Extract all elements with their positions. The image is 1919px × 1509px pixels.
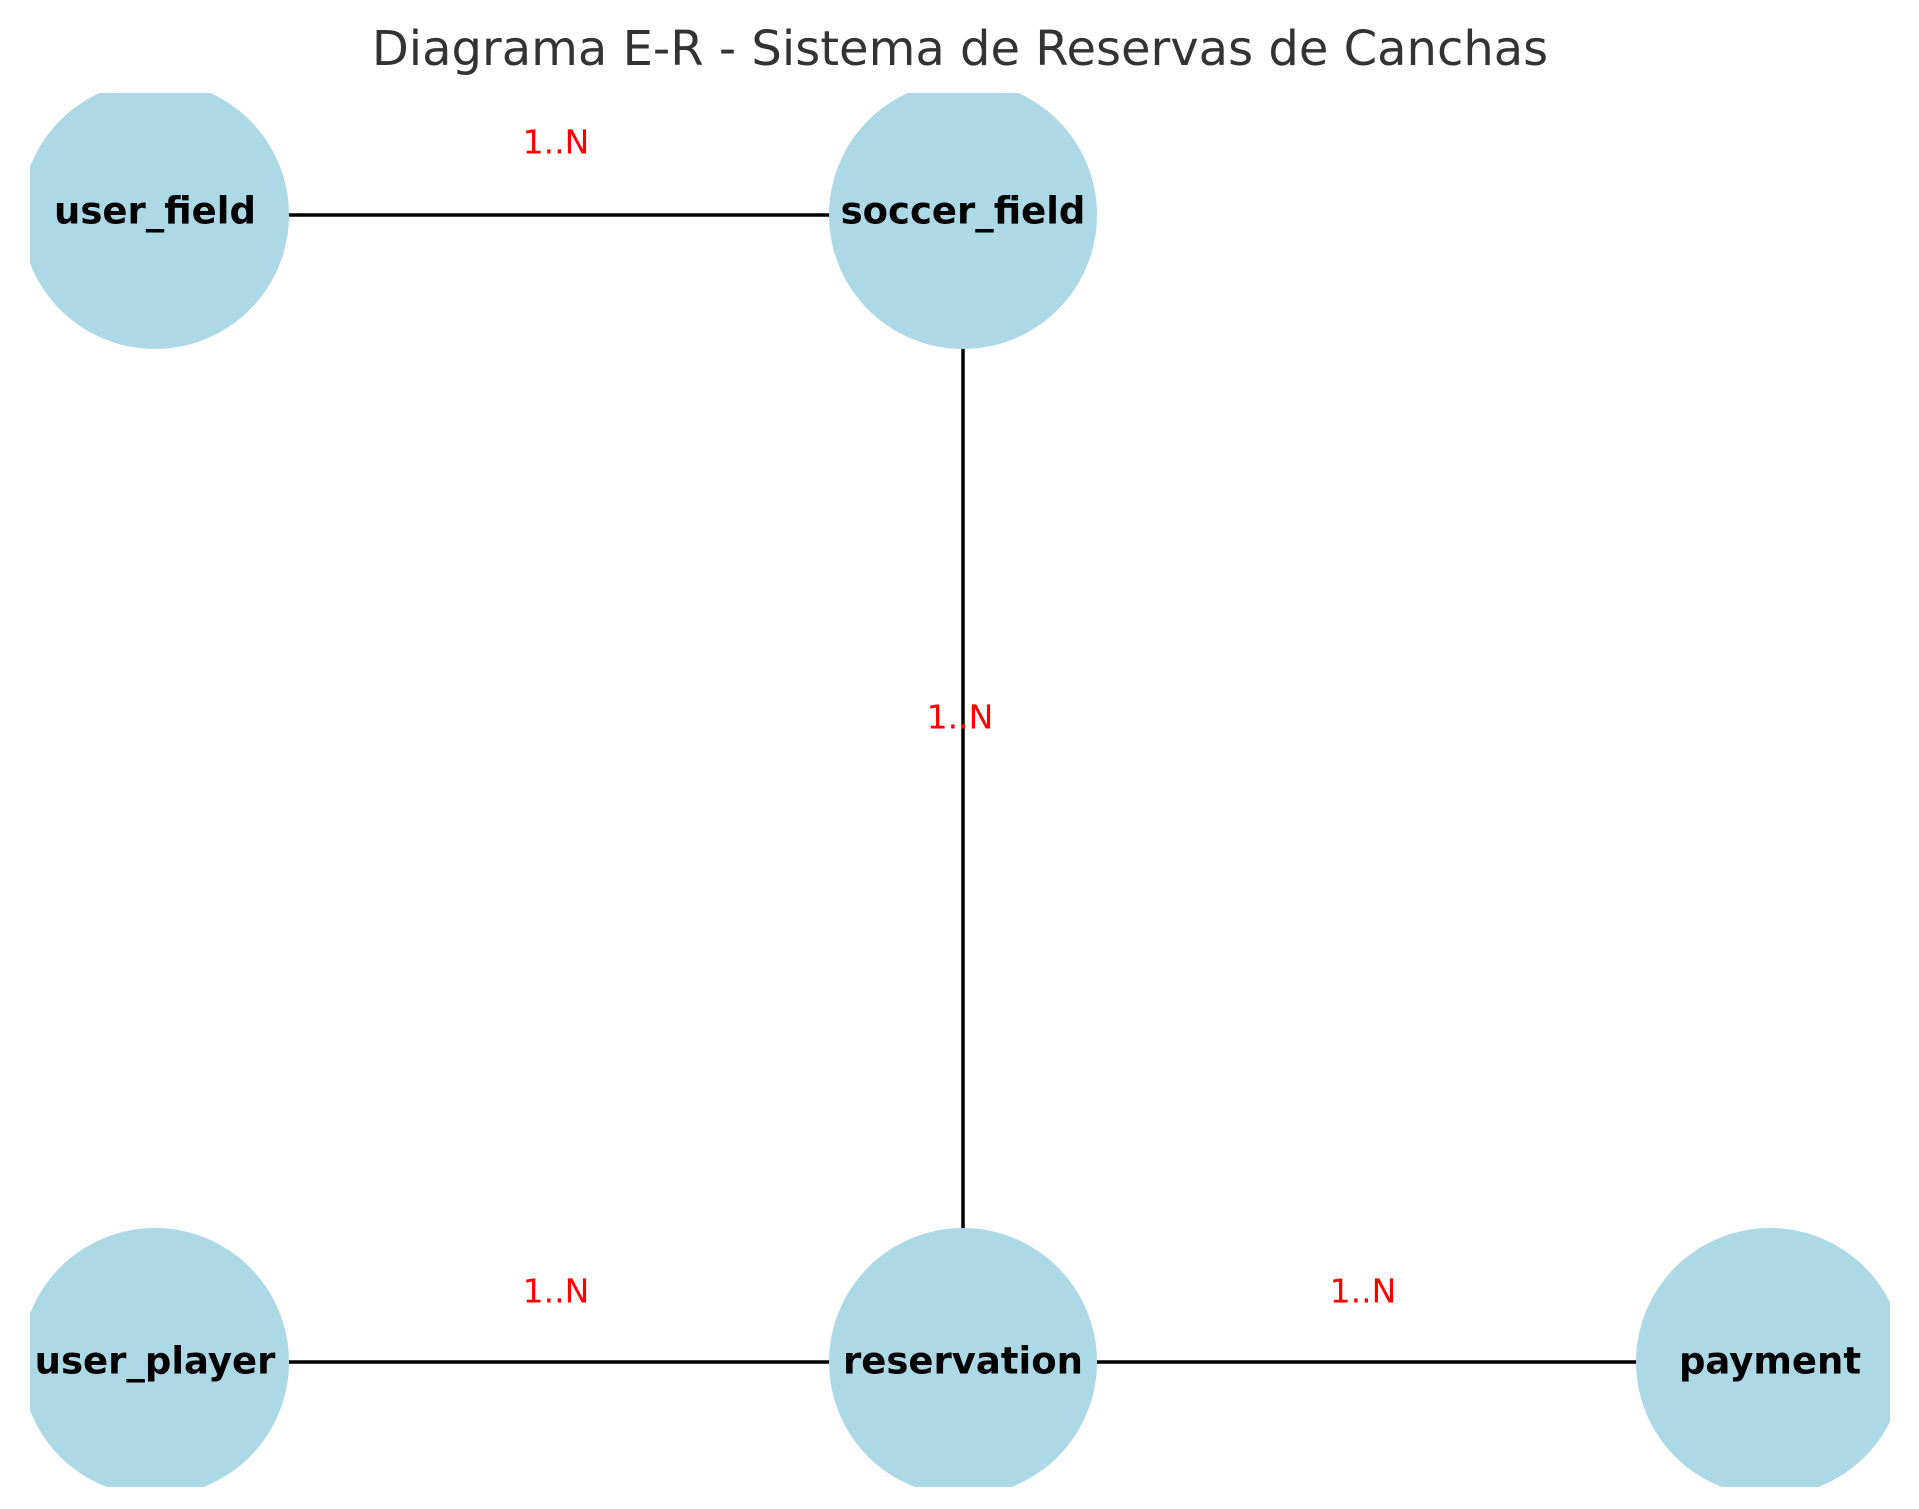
entity-payment: payment (1636, 1228, 1890, 1487)
edge-labels-layer: 1..N 1..N 1..N 1..N (523, 123, 1397, 1311)
entity-label-payment: payment (1679, 1340, 1861, 1383)
nodes-layer: user_field soccer_field user_player rese… (30, 93, 1890, 1487)
entity-user-field: user_field (30, 93, 289, 349)
entity-user-player: user_player (30, 1228, 289, 1487)
entity-node-circle (829, 93, 1097, 349)
diagram-title: Diagrama E-R - Sistema de Reservas de Ca… (372, 21, 1548, 77)
edges-layer (155, 213, 1770, 1364)
entity-soccer-field: soccer_field (829, 93, 1097, 349)
entity-node-circle (30, 1228, 289, 1487)
cardinality-label-soccer-field-reservation: 1..N (927, 698, 994, 737)
entity-label-user-field: user_field (54, 190, 256, 233)
cardinality-label-reservation-payment: 1..N (1330, 1272, 1397, 1311)
cardinality-label-user-field-soccer-field: 1..N (523, 123, 590, 162)
entity-node-circle (829, 1228, 1097, 1487)
entity-label-user-player: user_player (35, 1340, 276, 1383)
entity-reservation: reservation (829, 1228, 1097, 1487)
entity-label-reservation: reservation (843, 1340, 1083, 1383)
entity-node-circle (30, 93, 289, 349)
cardinality-label-user-player-reservation: 1..N (523, 1272, 590, 1311)
entity-node-circle (1636, 1228, 1890, 1487)
entity-label-soccer-field: soccer_field (841, 190, 1086, 233)
